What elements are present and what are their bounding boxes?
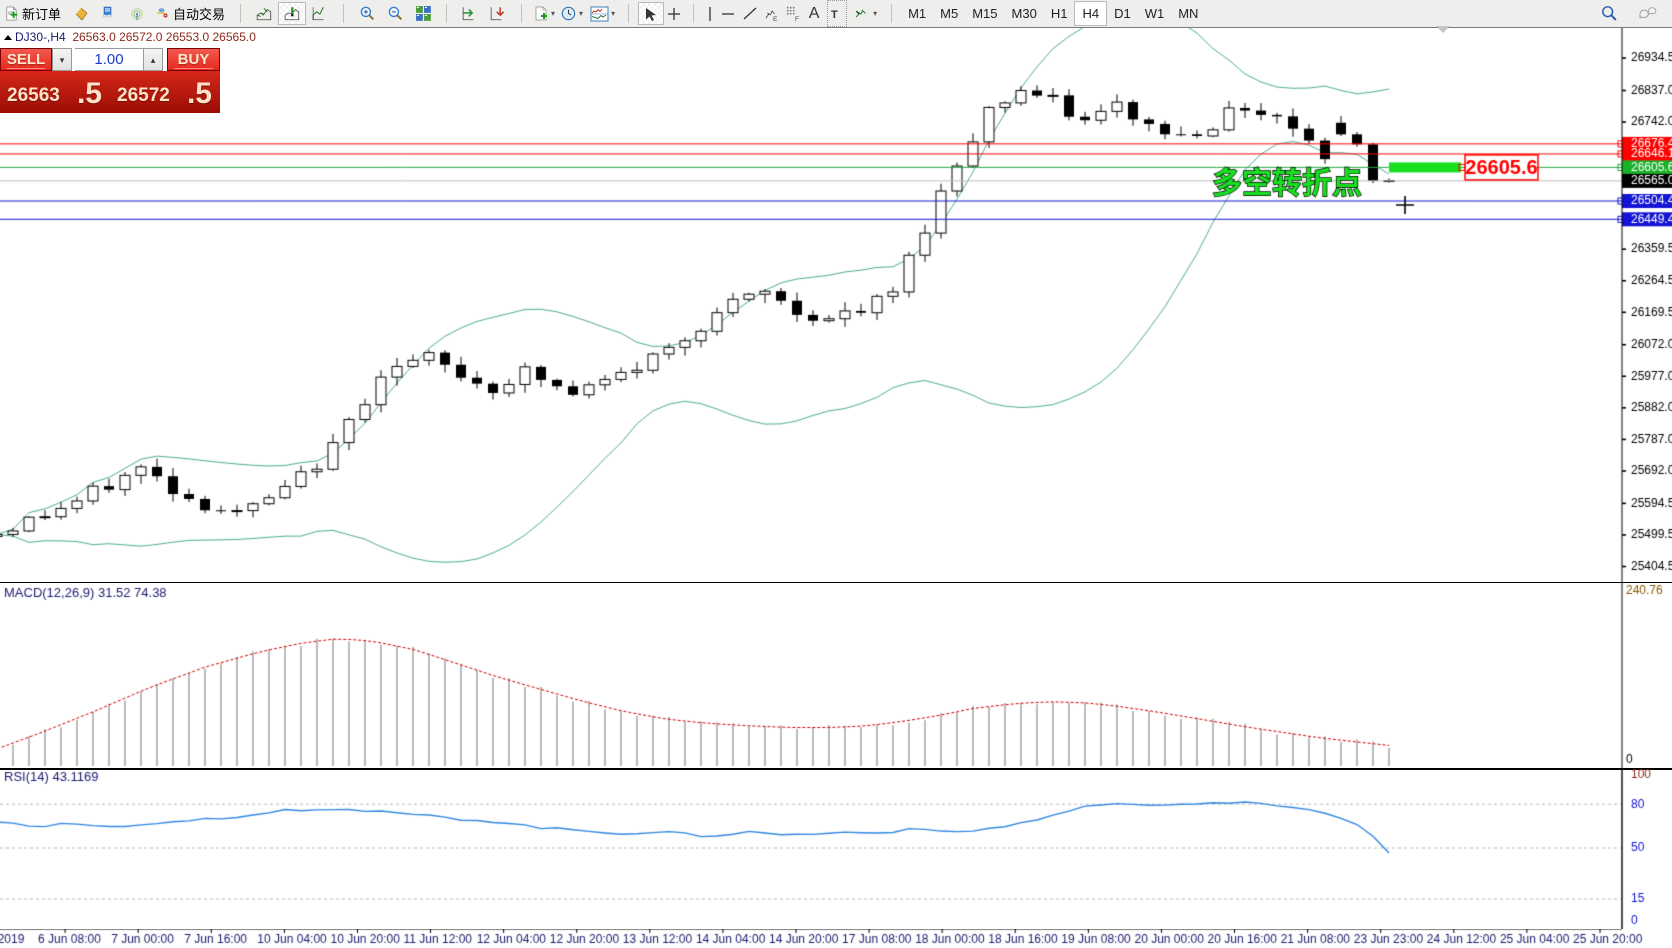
svg-text:E: E bbox=[773, 16, 778, 22]
svg-text:T: T bbox=[831, 9, 838, 21]
svg-text:F: F bbox=[795, 16, 799, 22]
